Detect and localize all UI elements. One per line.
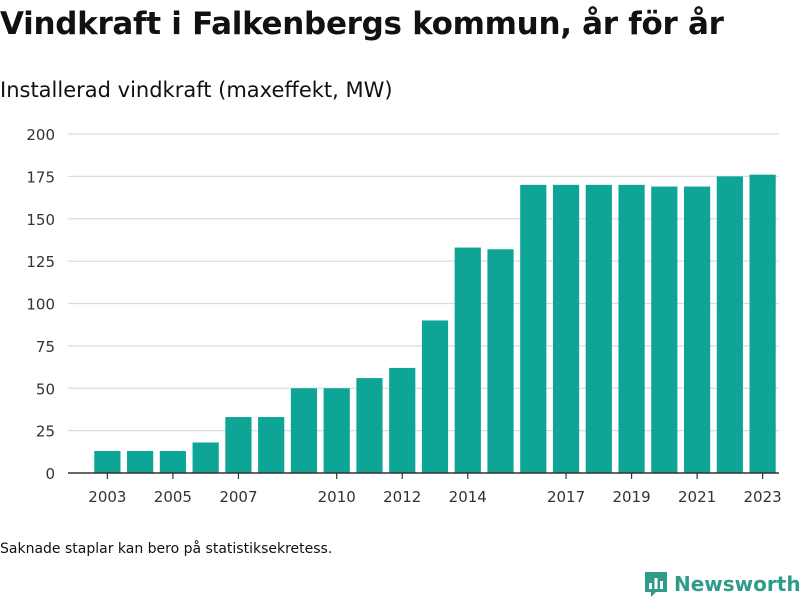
- x-tick-label: 2012: [383, 488, 421, 506]
- bar-2022: [716, 176, 743, 473]
- bar-2004: [127, 450, 154, 473]
- bar-2003: [94, 450, 121, 473]
- bar-2020: [651, 186, 678, 474]
- y-tick-label: 25: [36, 423, 55, 441]
- bar-2017: [552, 184, 580, 473]
- x-tick-label: 2010: [318, 488, 356, 506]
- brand-logo[interactable]: Newsworthy: [644, 568, 800, 600]
- brand-name: Newsworthy: [674, 572, 800, 596]
- bar-2012: [389, 367, 416, 473]
- bar-2018: [585, 184, 612, 473]
- x-tick-label: 2005: [154, 488, 192, 506]
- footnote: Saknade staplar kan bero på statistiksek…: [0, 541, 333, 557]
- chart-title: Vindkraft i Falkenbergs kommun, år för å…: [0, 6, 724, 42]
- x-axis-ticks: 2003 2005 2007 2010 2012 2014 2017 2019 2021 2023: [88, 473, 782, 506]
- bar-2008: [258, 417, 285, 473]
- x-tick-label: 2003: [88, 488, 126, 506]
- x-tick-label: 2007: [219, 488, 257, 506]
- y-tick-label: 100: [26, 296, 55, 314]
- bar-2015: [487, 249, 514, 473]
- y-tick-label: 125: [26, 253, 55, 271]
- bar-2011: [356, 378, 383, 473]
- bar-2006: [192, 442, 219, 473]
- chart-subtitle: Installerad vindkraft (maxeffekt, MW): [0, 78, 393, 102]
- y-tick-label: 75: [36, 338, 55, 356]
- bar-2021: [683, 186, 711, 474]
- x-tick-label: 2014: [449, 488, 487, 506]
- bar-2005: [159, 450, 187, 473]
- bar-2009: [290, 388, 318, 473]
- x-tick-label: 2017: [547, 488, 585, 506]
- x-tick-label: 2019: [612, 488, 650, 506]
- bar-2016: [520, 184, 547, 473]
- bar-chart-logo-icon: [645, 572, 667, 597]
- y-tick-label: 175: [26, 168, 55, 186]
- y-tick-label: 150: [26, 211, 55, 229]
- bars: [94, 174, 776, 474]
- x-tick-label: 2021: [678, 488, 716, 506]
- y-tick-label: 200: [26, 126, 55, 144]
- bar-2010: [323, 388, 350, 473]
- bar-2013: [421, 320, 449, 473]
- bar-2007: [225, 417, 252, 473]
- y-tick-label: 50: [36, 380, 55, 398]
- bar-2014: [454, 247, 481, 473]
- bar-2023: [749, 174, 776, 473]
- bar-2019: [618, 184, 645, 473]
- x-tick-label: 2023: [744, 488, 782, 506]
- y-tick-label: 0: [45, 465, 55, 483]
- y-axis-ticks: 0 25 50 75 100 125 150 175 200: [26, 126, 55, 483]
